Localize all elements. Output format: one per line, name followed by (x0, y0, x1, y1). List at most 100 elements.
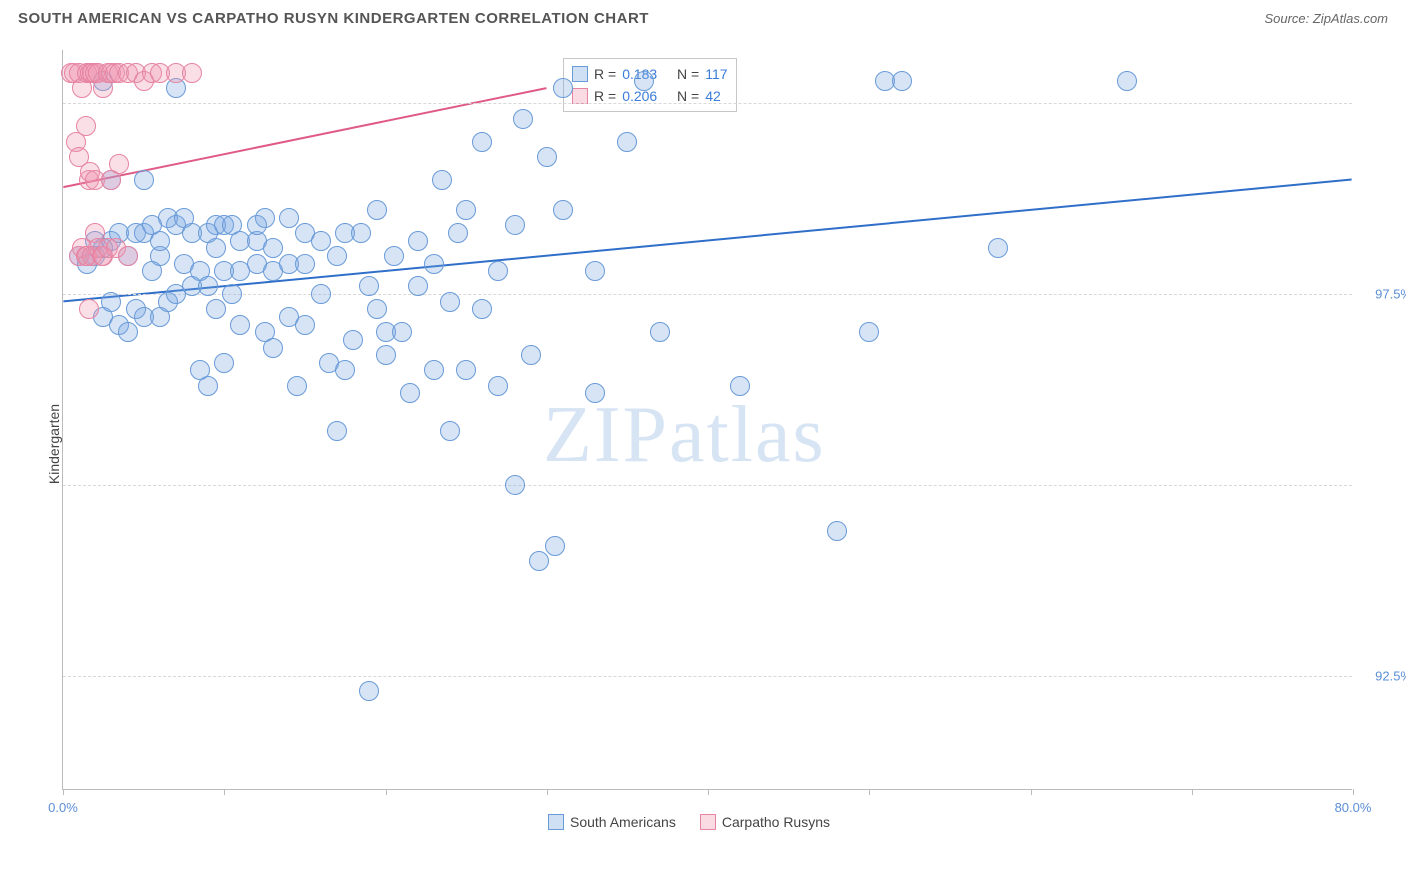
data-point (295, 315, 315, 335)
data-point (892, 71, 912, 91)
data-point (432, 170, 452, 190)
data-point (118, 322, 138, 342)
n-value: 117 (705, 66, 727, 82)
data-point (327, 421, 347, 441)
x-tick-mark (1031, 789, 1032, 795)
data-point (279, 208, 299, 228)
data-point (553, 78, 573, 98)
x-tick-mark (708, 789, 709, 795)
legend-item: South Americans (548, 814, 676, 830)
x-tick-mark (224, 789, 225, 795)
y-tick-label: 92.5% (1358, 668, 1406, 683)
data-point (367, 200, 387, 220)
data-point (206, 238, 226, 258)
data-point (513, 109, 533, 129)
data-point (335, 360, 355, 380)
data-point (585, 383, 605, 403)
data-point (585, 261, 605, 281)
data-point (472, 299, 492, 319)
data-point (263, 338, 283, 358)
data-point (214, 353, 234, 373)
legend-item: Carpatho Rusyns (700, 814, 830, 830)
legend-label: Carpatho Rusyns (722, 814, 830, 830)
data-point (472, 132, 492, 152)
series-legend: South Americans Carpatho Rusyns (548, 814, 830, 830)
data-point (263, 238, 283, 258)
x-tick-label: 80.0% (1335, 800, 1372, 815)
gridline-h (63, 676, 1352, 677)
data-point (118, 246, 138, 266)
data-point (521, 345, 541, 365)
data-point (408, 276, 428, 296)
source-label: Source: ZipAtlas.com (1264, 11, 1388, 26)
data-point (488, 261, 508, 281)
legend-swatch (572, 88, 588, 104)
data-point (440, 421, 460, 441)
r-label: R = (594, 63, 616, 85)
data-point (529, 551, 549, 571)
data-point (617, 132, 637, 152)
data-point (367, 299, 387, 319)
data-point (206, 299, 226, 319)
data-point (827, 521, 847, 541)
data-point (79, 299, 99, 319)
data-point (343, 330, 363, 350)
legend-label: South Americans (570, 814, 676, 830)
data-point (287, 376, 307, 396)
x-tick-mark (869, 789, 870, 795)
legend-swatch (548, 814, 564, 830)
data-point (327, 246, 347, 266)
data-point (198, 376, 218, 396)
gridline-h (63, 103, 1352, 104)
data-point (76, 116, 96, 136)
chart-container: Kindergarten ZIPatlas R =0.183 N =117R =… (28, 44, 1388, 844)
x-tick-mark (547, 789, 548, 795)
n-label: N = (677, 63, 699, 85)
data-point (505, 215, 525, 235)
data-point (456, 200, 476, 220)
data-point (440, 292, 460, 312)
data-point (553, 200, 573, 220)
trend-lines (63, 50, 1352, 789)
data-point (400, 383, 420, 403)
data-point (730, 376, 750, 396)
x-tick-mark (1353, 789, 1354, 795)
legend-swatch (572, 66, 588, 82)
data-point (182, 63, 202, 83)
data-point (545, 536, 565, 556)
x-tick-label: 0.0% (48, 800, 78, 815)
data-point (134, 170, 154, 190)
data-point (311, 284, 331, 304)
legend-swatch (700, 814, 716, 830)
data-point (230, 315, 250, 335)
y-axis-label: Kindergarten (46, 404, 62, 484)
data-point (359, 681, 379, 701)
data-point (537, 147, 557, 167)
data-point (392, 322, 412, 342)
gridline-h (63, 294, 1352, 295)
data-point (222, 284, 242, 304)
data-point (1117, 71, 1137, 91)
data-point (351, 223, 371, 243)
x-tick-mark (1192, 789, 1193, 795)
x-tick-mark (386, 789, 387, 795)
data-point (408, 231, 428, 251)
plot-area: ZIPatlas R =0.183 N =117R =0.206 N =42 9… (62, 50, 1352, 790)
data-point (634, 71, 654, 91)
data-point (311, 231, 331, 251)
data-point (109, 154, 129, 174)
data-point (424, 254, 444, 274)
r-value: 0.206 (622, 88, 657, 104)
gridline-h (63, 485, 1352, 486)
data-point (359, 276, 379, 296)
data-point (295, 254, 315, 274)
data-point (198, 276, 218, 296)
data-point (988, 238, 1008, 258)
data-point (424, 360, 444, 380)
data-point (456, 360, 476, 380)
data-point (448, 223, 468, 243)
data-point (255, 208, 275, 228)
chart-title: SOUTH AMERICAN VS CARPATHO RUSYN KINDERG… (18, 10, 649, 27)
data-point (376, 345, 396, 365)
data-point (101, 292, 121, 312)
